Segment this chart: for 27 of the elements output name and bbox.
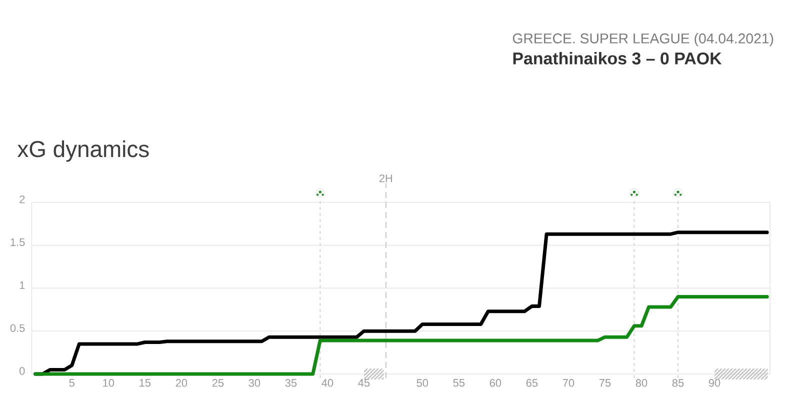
x-tick-label: 20 bbox=[176, 379, 188, 387]
x-tick-label: 75 bbox=[599, 379, 611, 387]
y-tick-label: 1.5 bbox=[10, 238, 25, 246]
x-tick-label: 85 bbox=[672, 379, 684, 387]
x-tick-label: 55 bbox=[453, 379, 465, 387]
x-tick-label: 90 bbox=[708, 379, 720, 387]
y-tick-label: 0 bbox=[20, 367, 25, 375]
y-tick-label: 0.5 bbox=[10, 324, 25, 332]
x-tick-label: 30 bbox=[248, 379, 260, 387]
x-tick-label: 40 bbox=[322, 379, 334, 387]
ref-line-label: 2H bbox=[379, 174, 392, 182]
x-tick-label: 10 bbox=[103, 379, 114, 387]
text: Panathinaikos 3 – 0 PAOK bbox=[513, 52, 722, 64]
y-tick-label: 2 bbox=[20, 195, 25, 204]
x-tick-label: 70 bbox=[562, 379, 574, 387]
x-tick-label: 35 bbox=[285, 379, 297, 387]
x-tick-label: 15 bbox=[140, 379, 151, 387]
text: GREECE. SUPER LEAGUE (04.04.2021) bbox=[512, 33, 774, 46]
x-tick-label: 45 bbox=[358, 379, 370, 387]
x-tick-label: 50 bbox=[416, 379, 428, 387]
x-tick-label: 5 bbox=[69, 379, 74, 387]
x-tick-label: 80 bbox=[636, 379, 648, 387]
x-tick-label: 25 bbox=[212, 379, 224, 387]
x-tick-label: 65 bbox=[526, 379, 538, 387]
x-tick-label: 60 bbox=[490, 379, 502, 387]
y-tick-label: 1 bbox=[20, 281, 25, 289]
chart-title: xG dynamics bbox=[17, 140, 149, 162]
